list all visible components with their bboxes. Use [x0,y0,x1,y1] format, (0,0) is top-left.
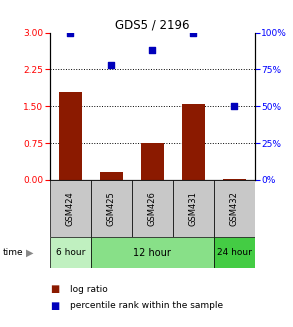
Bar [182,104,205,180]
Text: log ratio: log ratio [70,285,108,294]
Bar [223,179,246,180]
Bar [59,92,81,180]
Text: ■: ■ [50,301,59,311]
Text: GSM432: GSM432 [230,191,239,226]
Text: ■: ■ [50,284,59,294]
Text: GSM431: GSM431 [189,191,198,226]
Bar [100,172,123,180]
Text: percentile rank within the sample: percentile rank within the sample [70,301,224,310]
Bar [50,180,91,237]
Text: GSM425: GSM425 [107,191,116,226]
Text: 24 hour: 24 hour [217,248,252,257]
Bar [214,237,255,268]
Title: GDS5 / 2196: GDS5 / 2196 [115,19,190,31]
Text: GSM426: GSM426 [148,191,157,226]
Point [191,31,196,36]
Point [68,31,73,36]
Bar [132,180,173,237]
Bar [91,237,214,268]
Bar [91,180,132,237]
Bar [214,180,255,237]
Point [109,62,114,68]
Text: ▶: ▶ [25,248,33,258]
Text: GSM424: GSM424 [66,191,75,226]
Bar [173,180,214,237]
Text: 6 hour: 6 hour [56,248,85,257]
Point [232,104,237,109]
Bar [141,143,163,180]
Text: 12 hour: 12 hour [133,248,171,258]
Text: time: time [3,248,23,257]
Bar [50,237,91,268]
Point [150,48,155,53]
